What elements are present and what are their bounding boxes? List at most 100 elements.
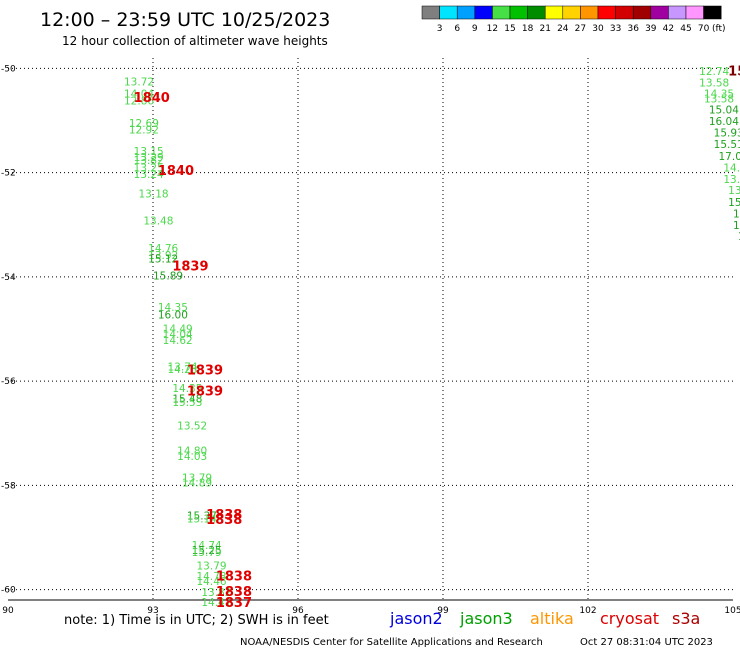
wave-height-label: 15.04 bbox=[709, 105, 739, 117]
wave-height-label: 14.04 bbox=[124, 88, 154, 100]
x-tick-label: 105 bbox=[724, 606, 740, 616]
colorbar-swatch bbox=[597, 5, 616, 20]
colorbar-swatch bbox=[615, 5, 634, 20]
wave-height-label: 13.72 bbox=[124, 76, 154, 88]
y-tick-label: -60 bbox=[1, 586, 16, 596]
wave-height-label: 14.41 bbox=[201, 597, 231, 609]
colorbar-tick-label: 9 bbox=[472, 24, 478, 34]
wave-height-label: 15.14 bbox=[187, 514, 217, 526]
wave-height-label: 13.58 bbox=[699, 77, 729, 89]
mission-legend: jason2 jason3 altika cryosat s3a bbox=[389, 609, 700, 628]
wave-height-label: 13.15 bbox=[134, 146, 164, 158]
wave-height-label: 14.35 bbox=[158, 302, 188, 314]
grid bbox=[8, 58, 733, 600]
wave-height-label: 17.00 bbox=[719, 151, 740, 163]
wave-height-label: 12.69 bbox=[129, 118, 159, 130]
y-tick-label: -58 bbox=[1, 481, 16, 491]
wave-height-label: 13.52 bbox=[177, 420, 207, 432]
wave-height-label: 14.74 bbox=[192, 540, 222, 552]
x-tick-label: 90 bbox=[2, 606, 14, 616]
time-label: 1548 bbox=[728, 65, 740, 80]
wave-height-label: 16.51 bbox=[733, 220, 740, 232]
wave-height-label: 14.23 bbox=[168, 364, 198, 376]
wave-height-label: 15.79 bbox=[192, 547, 222, 559]
time-label: 1837 bbox=[216, 596, 252, 611]
time-label: 1839 bbox=[187, 384, 223, 399]
time-label: 1840 bbox=[134, 91, 170, 106]
wave-height-label: 13.82 bbox=[134, 155, 164, 167]
time-label: 1838 bbox=[206, 508, 242, 523]
wave-height-label: 14.89 bbox=[182, 478, 212, 490]
colorbar-swatch bbox=[562, 5, 581, 20]
colorbar-tick-label: 3 bbox=[437, 24, 443, 34]
axes: 90 93 96 99 102 105 -50 -52 -54 -56 -58 -60 bbox=[1, 64, 740, 616]
chart-subtitle: 12 hour collection of altimeter wave hei… bbox=[62, 34, 328, 48]
colorbar-swatch bbox=[703, 5, 722, 20]
colorbar-swatch bbox=[421, 5, 440, 20]
colorbar-tick-label: 18 bbox=[522, 24, 534, 34]
time-label: 1839 bbox=[172, 259, 208, 274]
wave-height-label: 15.89 bbox=[153, 270, 183, 282]
wave-height-label: 13.79 bbox=[182, 473, 212, 485]
colorbar-tick-label: 42 bbox=[663, 24, 674, 34]
x-tick-label: 102 bbox=[579, 606, 596, 616]
mission-jason2: jason2 bbox=[389, 609, 443, 628]
colorbar-swatch bbox=[527, 5, 546, 20]
colorbar-swatch bbox=[474, 5, 493, 20]
wave-height-label: 14.49 bbox=[163, 323, 193, 335]
wave-height-label: 13.58 bbox=[704, 94, 734, 106]
wave-height-label: 13.48 bbox=[143, 216, 173, 228]
mission-jason3: jason3 bbox=[459, 609, 513, 628]
mission-s3a: s3a bbox=[672, 609, 700, 628]
colorbar-tick-label: 27 bbox=[575, 24, 586, 34]
colorbar-tick-label: 12 bbox=[487, 24, 498, 34]
wave-height-label: 13.24 bbox=[134, 169, 164, 181]
y-tick-label: -52 bbox=[1, 169, 16, 179]
wave-height-label: 15.85 bbox=[728, 197, 740, 209]
colorbar-tick-label: 21 bbox=[539, 24, 550, 34]
wave-height-label: 13.25 bbox=[134, 162, 164, 174]
colorbar-tick-label: 36 bbox=[627, 24, 639, 34]
wave-height-label: 13.74 bbox=[168, 362, 198, 374]
y-tick-label: -54 bbox=[1, 273, 16, 283]
wave-height-label: 14.35 bbox=[172, 383, 202, 395]
colorbar-swatch bbox=[492, 5, 511, 20]
mission-cryosat: cryosat bbox=[600, 609, 659, 628]
time-labels: 1840184018391839183918381838183818381837… bbox=[134, 65, 740, 612]
wave-height-label: 12.74 bbox=[699, 66, 729, 78]
wave-height-label: 13.30 bbox=[723, 174, 740, 186]
time-label: 1838 bbox=[206, 513, 242, 528]
wave-height-label: 15.48 bbox=[172, 393, 202, 405]
wave-height-label: 13.29 bbox=[134, 152, 164, 164]
y-tick-label: -56 bbox=[1, 377, 16, 387]
time-label: 1838 bbox=[216, 570, 252, 585]
wave-height-label: 14.80 bbox=[177, 445, 207, 457]
colorbar-unit: (ft) bbox=[712, 24, 726, 34]
mission-altika: altika bbox=[530, 609, 574, 628]
footer-timestamp: Oct 27 08:31:04 UTC 2023 bbox=[580, 637, 713, 648]
colorbar-tick-label: 30 bbox=[592, 24, 604, 34]
wave-height-label: 14.76 bbox=[148, 243, 178, 255]
wave-height-label: 16.04 bbox=[709, 116, 739, 128]
wave-height-label: 15.25 bbox=[192, 545, 222, 557]
colorbar: 3 6 9 12 15 18 21 24 27 30 33 36 39 42 45 70 bbox=[421, 5, 722, 34]
time-label: 1840 bbox=[158, 164, 194, 179]
wave-height-label: 13.18 bbox=[139, 189, 169, 201]
colorbar-tick-label: 45 bbox=[680, 24, 691, 34]
colorbar-tick-label: 15 bbox=[504, 24, 515, 34]
colorbar-swatch bbox=[685, 5, 704, 20]
wave-height-label: 12.92 bbox=[129, 124, 159, 136]
wave-height-label: 14.03 bbox=[177, 451, 207, 463]
wave-height-label: 12.86 bbox=[124, 96, 154, 108]
footer-note: note: 1) Time is in UTC; 2) SWH is in fe… bbox=[64, 613, 329, 628]
wave-height-label: 13.79 bbox=[197, 561, 227, 573]
colorbar-swatch bbox=[632, 5, 652, 20]
wave-height-label: 15.37 bbox=[187, 511, 217, 523]
time-label: 1838 bbox=[216, 585, 252, 600]
wave-height-label: 13.65 bbox=[728, 185, 740, 197]
chart-title: 12:00 – 23:59 UTC 10/25/2023 bbox=[40, 9, 330, 31]
colorbar-swatch bbox=[650, 5, 669, 20]
time-label: 1839 bbox=[187, 364, 223, 379]
